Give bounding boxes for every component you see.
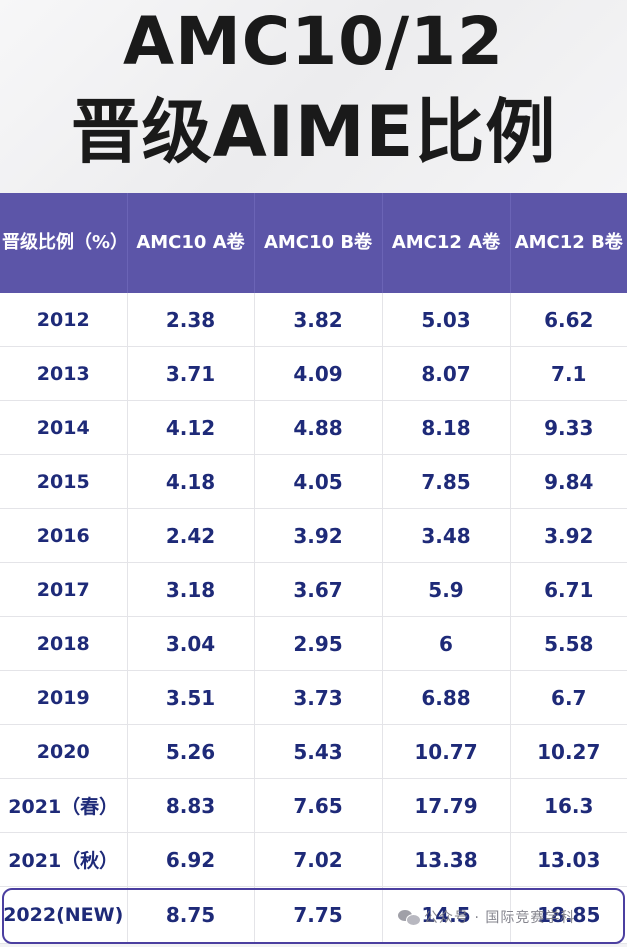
table-row: 2020 5.26 5.43 10.77 10.27	[0, 724, 627, 779]
table-header-row: 晋级比例（%） AMC10 A卷 AMC10 B卷 AMC12 A卷 AMC12…	[0, 193, 627, 293]
table-row: 2021（秋） 6.92 7.02 13.38 13.03	[0, 832, 627, 887]
page-title-line2: 晋级AIME比例	[70, 91, 557, 173]
table-row: 2019 3.51 3.73 6.88 6.7	[0, 670, 627, 725]
table-row: 2015 4.18 4.05 7.85 9.84	[0, 454, 627, 509]
table-row: 2012 2.38 3.82 5.03 6.62	[0, 293, 627, 347]
value-cell: 3.18	[127, 562, 255, 617]
table-body: 2012 2.38 3.82 5.03 6.62 2013 3.71 4.09 8.07 7.1 2…	[0, 293, 627, 944]
value-cell: 14.5	[382, 886, 511, 944]
value-cell: 7.1	[510, 346, 627, 401]
value-cell: 5.9	[382, 562, 511, 617]
table-row: 2018 3.04 2.95 6 5.58	[0, 616, 627, 671]
value-cell: 4.12	[127, 400, 255, 455]
title-area: AMC10/12 晋级AIME比例	[0, 0, 627, 193]
value-cell: 2.95	[254, 616, 383, 671]
value-cell: 7.85	[382, 454, 511, 509]
value-cell: 8.75	[127, 886, 255, 944]
value-cell: 6.92	[127, 832, 255, 887]
value-cell: 6.7	[510, 670, 627, 725]
value-cell: 3.04	[127, 616, 255, 671]
table-row: 2013 3.71 4.09 8.07 7.1	[0, 346, 627, 401]
value-cell: 5.26	[127, 724, 255, 779]
value-cell: 4.18	[127, 454, 255, 509]
year-cell: 2016	[0, 508, 128, 563]
value-cell: 9.84	[510, 454, 627, 509]
value-cell: 2.38	[127, 293, 255, 347]
value-cell: 3.82	[254, 293, 383, 347]
header-amc10a: AMC10 A卷	[127, 193, 255, 293]
year-cell: 2013	[0, 346, 128, 401]
value-cell: 3.48	[382, 508, 511, 563]
watermark-text: 公众号 · 国际竞赛学科	[424, 910, 576, 926]
value-cell: 17.79	[382, 778, 511, 833]
value-cell: 13.38	[382, 832, 511, 887]
value-cell: 8.83	[127, 778, 255, 833]
year-cell: 2014	[0, 400, 128, 455]
value-cell: 8.18	[382, 400, 511, 455]
year-cell: 2012	[0, 293, 128, 347]
value-cell: 8.07	[382, 346, 511, 401]
value-cell: 10.77	[382, 724, 511, 779]
value-cell: 7.02	[254, 832, 383, 887]
value-cell: 10.27	[510, 724, 627, 779]
year-cell: 2015	[0, 454, 128, 509]
value-cell: 9.33	[510, 400, 627, 455]
value-cell: 5.58	[510, 616, 627, 671]
table-row: 2021（春） 8.83 7.65 17.79 16.3	[0, 778, 627, 833]
value-cell: 3.71	[127, 346, 255, 401]
year-cell: 2021（秋）	[0, 832, 128, 887]
value-cell: 7.75	[254, 886, 383, 944]
value-cell: 2.42	[127, 508, 255, 563]
value-cell: 3.73	[254, 670, 383, 725]
value-cell: 4.09	[254, 346, 383, 401]
page-title-line1: AMC10/12	[123, 3, 504, 80]
value-cell: 6.62	[510, 293, 627, 347]
value-cell: 3.67	[254, 562, 383, 617]
header-ratio: 晋级比例（%）	[0, 193, 128, 293]
value-cell: 6.71	[510, 562, 627, 617]
value-cell: 4.05	[254, 454, 383, 509]
value-cell: 3.92	[254, 508, 383, 563]
value-cell: 4.88	[254, 400, 383, 455]
header-amc10b: AMC10 B卷	[254, 193, 383, 293]
header-amc12b: AMC12 B卷	[510, 193, 627, 293]
value-cell: 7.65	[254, 778, 383, 833]
value-cell: 3.51	[127, 670, 255, 725]
value-cell: 18.85	[510, 886, 627, 944]
wechat-icon	[398, 908, 421, 926]
value-cell: 13.03	[510, 832, 627, 887]
value-cell: 5.03	[382, 293, 511, 347]
value-cell: 16.3	[510, 778, 627, 833]
year-cell: 2019	[0, 670, 128, 725]
table-row: 2016 2.42 3.92 3.48 3.92	[0, 508, 627, 563]
table-row: 2017 3.18 3.67 5.9 6.71	[0, 562, 627, 617]
year-cell: 2017	[0, 562, 128, 617]
ratio-table: 晋级比例（%） AMC10 A卷 AMC10 B卷 AMC12 A卷 AMC12…	[0, 193, 627, 944]
table-row: 2014 4.12 4.88 8.18 9.33	[0, 400, 627, 455]
header-amc12a: AMC12 A卷	[382, 193, 511, 293]
year-cell: 2018	[0, 616, 128, 671]
value-cell: 5.43	[254, 724, 383, 779]
value-cell: 6.88	[382, 670, 511, 725]
year-cell: 2020	[0, 724, 128, 779]
year-cell: 2021（春）	[0, 778, 128, 833]
value-cell: 3.92	[510, 508, 627, 563]
year-cell: 2022(NEW)	[0, 886, 128, 944]
value-cell: 6	[382, 616, 511, 671]
watermark: 公众号 · 国际竞赛学科	[398, 905, 575, 929]
